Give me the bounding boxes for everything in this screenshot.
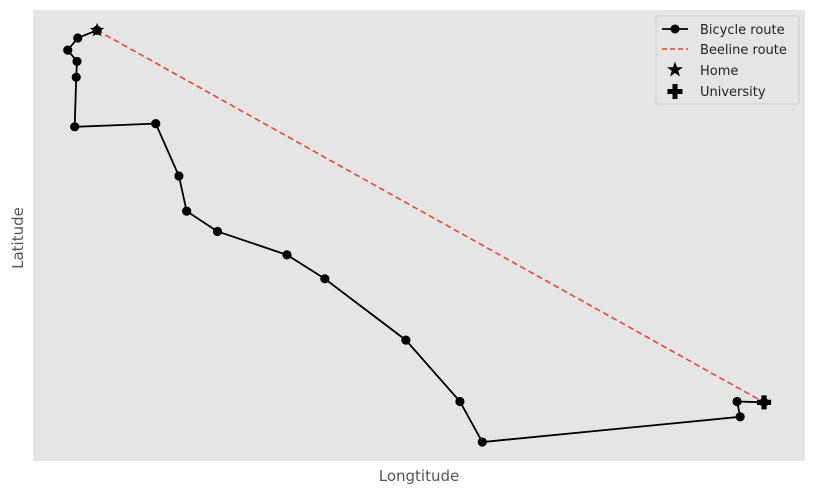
legend-label-university: University (700, 85, 766, 100)
legend-plus-icon (667, 84, 683, 99)
data-layer (63, 22, 772, 447)
bicycle-route-point-8 (182, 206, 192, 216)
home-star-marker (89, 22, 105, 37)
beeline-route-line (96, 29, 765, 404)
x-axis-label: Longtitude (379, 467, 460, 485)
bicycle-route-point-14 (477, 437, 487, 447)
legend-label-bicycle-route: Bicycle route (700, 23, 785, 38)
legend-star-icon (666, 61, 684, 77)
bicycle-route-point-2 (63, 45, 73, 55)
university-plus-marker (757, 395, 772, 410)
legend-marker-bicycle-route (670, 24, 680, 34)
bicycle-route-point-1 (73, 33, 83, 43)
y-axis-label: Latitude (9, 207, 27, 269)
bicycle-route-point-16 (732, 396, 742, 407)
bicycle-route-point-5 (70, 122, 80, 132)
bicycle-route-point-4 (71, 72, 81, 82)
bicycle-route-point-7 (174, 171, 184, 181)
legend: Bicycle route Beeline route Home Univers… (655, 15, 800, 105)
legend-label-home: Home (700, 64, 738, 79)
legend-label-beeline-route: Beeline route (700, 43, 787, 58)
bicycle-route-point-11 (320, 274, 330, 284)
bicycle-route-point-13 (455, 396, 465, 407)
bicycle-route-point-15 (735, 412, 745, 422)
bicycle-route-point-9 (212, 226, 223, 237)
bicycle-route-point-3 (72, 56, 82, 67)
bicycle-route-point-6 (151, 119, 161, 129)
legend-box (655, 15, 800, 105)
bicycle-route-point-10 (282, 250, 292, 260)
bicycle-route-point-12 (401, 335, 411, 345)
